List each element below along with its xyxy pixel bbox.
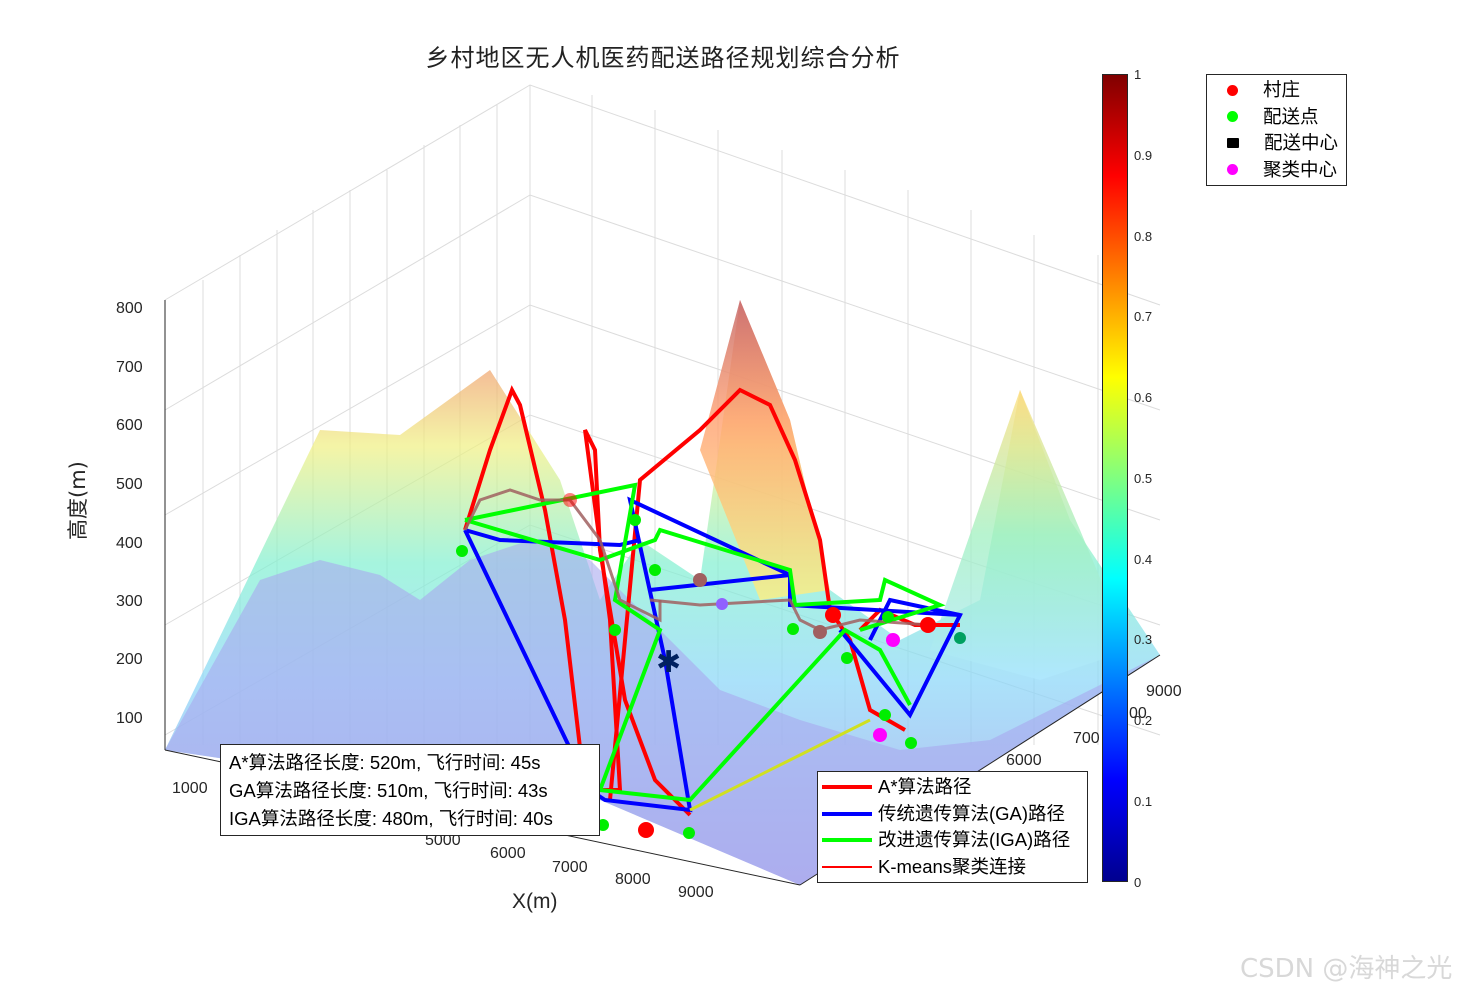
colorbar-tick: 0.1 — [1134, 794, 1153, 809]
z-tick: 300 — [116, 593, 143, 610]
path-iga — [464, 482, 946, 803]
legend-item-delivery-point: 配送点 — [1213, 104, 1340, 131]
z-tick: 800 — [116, 300, 143, 317]
green-line-icon — [822, 838, 872, 843]
x-tick: 6000 — [490, 845, 526, 862]
thin-red-line-icon — [822, 865, 872, 868]
asterisk-marker-icon — [1227, 138, 1239, 149]
chart-title: 乡村地区无人机医药配送路径规划综合分析 — [425, 44, 901, 72]
path-legend: A*算法路径 传统遗传算法(GA)路径 改进遗传算法(IGA)路径 K-mean… — [817, 771, 1088, 883]
blue-line-icon — [822, 811, 872, 816]
colorbar-tick: 1 — [1134, 67, 1142, 82]
legend-item-village: 村庄 — [1213, 77, 1340, 104]
kmeans-link-line — [689, 718, 871, 812]
y-tick: 9000 — [1146, 683, 1182, 700]
legend-label: 配送中心 — [1264, 132, 1339, 153]
legend-label: K-means聚类连接 — [878, 855, 1027, 877]
legend-label: 改进遗传算法(IGA)路径 — [878, 829, 1071, 850]
legend-label: 村庄 — [1263, 79, 1301, 100]
colorbar-tick: 0.8 — [1134, 229, 1153, 244]
z-axis-label: 高度(m) — [66, 461, 90, 540]
colorbar-tick: 0 — [1134, 875, 1142, 890]
legend-label: 配送点 — [1263, 105, 1319, 127]
legend-item-cluster-center: 聚类中心 — [1213, 157, 1340, 184]
colorbar-tick: 0.2 — [1134, 713, 1153, 728]
villages-markers — [563, 493, 936, 838]
stats-annotation-box: A*算法路径长度: 520m, 飞行时间: 45s GA算法路径长度: 510m… — [220, 744, 600, 836]
x-tick: 1000 — [172, 780, 208, 797]
marker-legend: 村庄 配送点 配送中心 聚类中心 — [1206, 74, 1347, 186]
colorbar-tick: 0.3 — [1134, 632, 1153, 647]
legend-item-delivery-center: 配送中心 — [1213, 130, 1340, 157]
x-tick: 8000 — [615, 871, 651, 888]
z-tick: 400 — [116, 535, 143, 552]
legend-item-kmeans: K-means聚类连接 — [822, 854, 1083, 881]
legend-item-iga: 改进遗传算法(IGA)路径 — [822, 827, 1083, 854]
x-tick: 7000 — [552, 859, 588, 876]
stats-line-iga: IGA算法路径长度: 480m, 飞行时间: 40s — [229, 808, 553, 829]
colorbar-tick: 0.9 — [1134, 148, 1153, 163]
legend-item-ga: 传统遗传算法(GA)路径 — [822, 801, 1083, 828]
watermark: CSDN @海神之光 — [1240, 954, 1453, 984]
colorbar — [1102, 74, 1128, 882]
legend-label: A*算法路径 — [878, 776, 972, 797]
y-tick: 00 — [1129, 705, 1147, 722]
village-marker-icon — [1227, 84, 1238, 96]
z-tick: 600 — [116, 417, 143, 434]
delivery-center-marker: ✱ — [656, 645, 681, 680]
delivery-point-marker-icon — [1227, 111, 1238, 123]
stats-line-ga: GA算法路径长度: 510m, 飞行时间: 43s — [229, 780, 548, 801]
cluster-center-marker-icon — [1227, 164, 1238, 176]
red-line-icon — [822, 785, 872, 790]
colorbar-tick: 0.6 — [1134, 390, 1153, 405]
cluster-centers-markers — [716, 598, 900, 742]
z-tick: 700 — [116, 359, 143, 376]
stats-line-astar: A*算法路径长度: 520m, 飞行时间: 45s — [229, 752, 541, 773]
legend-item-astar: A*算法路径 — [822, 774, 1083, 801]
legend-label: 聚类中心 — [1263, 158, 1338, 180]
colorbar-tick: 0.4 — [1134, 552, 1153, 567]
colorbar-tick: 0.5 — [1134, 471, 1153, 486]
colorbar-tick: 0.7 — [1134, 309, 1153, 324]
z-tick: 100 — [116, 710, 143, 727]
legend-label: 传统遗传算法(GA)路径 — [878, 802, 1066, 824]
x-axis-label: X(m) — [512, 890, 558, 913]
delivery-points-markers — [456, 514, 966, 839]
z-tick: 200 — [116, 651, 143, 668]
z-tick: 500 — [116, 476, 143, 493]
x-tick: 9000 — [678, 884, 714, 901]
x-tick: 5000 — [425, 832, 461, 849]
y-tick: 6000 — [1006, 752, 1042, 769]
y-tick: 700 — [1073, 730, 1100, 747]
